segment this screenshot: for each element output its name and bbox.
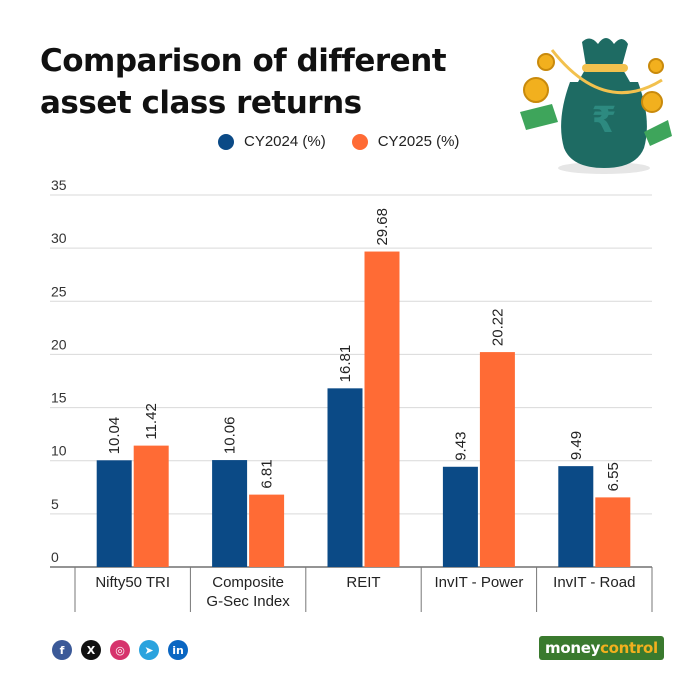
legend-swatch-series-2 — [351, 133, 368, 150]
x-tick-label: G-Sec Index — [206, 593, 290, 610]
x-tick-label: InvIT - Road — [553, 574, 635, 591]
bar-series-1 — [442, 466, 478, 567]
facebook-icon[interactable]: f — [52, 640, 72, 660]
y-tick-label: 35 — [51, 177, 67, 193]
legend-label-series-2: CY2025 (%) — [377, 133, 460, 150]
title-line-1: Comparison of different — [40, 43, 447, 79]
data-label: 9.49 — [568, 431, 585, 460]
data-label: 29.68 — [374, 208, 391, 246]
y-tick-label: 15 — [51, 390, 67, 406]
data-label: 6.55 — [605, 462, 622, 491]
linkedin-icon[interactable]: in — [168, 640, 188, 660]
data-label: 9.43 — [452, 432, 469, 461]
bar-series-1 — [558, 466, 594, 567]
svg-text:₹: ₹ — [591, 100, 616, 141]
bar-series-2 — [133, 445, 169, 567]
y-tick-label: 25 — [51, 283, 67, 299]
bar-series-1 — [327, 388, 363, 567]
x-tick-label: Nifty50 TRI — [95, 574, 170, 591]
bar-series-2 — [364, 251, 400, 567]
x-tick-label: Composite — [212, 574, 284, 591]
legend-item-series-2: CY2025 (%) — [351, 133, 460, 150]
brand-part-2: control — [600, 639, 658, 657]
y-tick-label: 5 — [51, 496, 59, 512]
data-label: 20.22 — [489, 309, 506, 347]
y-tick-label: 0 — [51, 549, 59, 565]
bar-series-2 — [479, 352, 515, 567]
y-tick-label: 10 — [51, 443, 67, 459]
social-icons: f X ◎ ➤ in — [52, 640, 188, 660]
bar-series-2 — [595, 497, 631, 567]
chart-title: Comparison of different asset class retu… — [40, 40, 447, 124]
x-tick-label: InvIT - Power — [434, 574, 523, 591]
data-label: 10.06 — [222, 417, 239, 455]
instagram-icon[interactable]: ◎ — [110, 640, 130, 660]
data-label: 10.04 — [106, 417, 123, 455]
brand-part-1: money — [545, 639, 601, 657]
chart-legend: CY2024 (%) CY2025 (%) — [218, 133, 459, 150]
bar-series-1 — [212, 460, 248, 567]
x-tick-label: REIT — [346, 574, 380, 591]
legend-label-series-1: CY2024 (%) — [244, 133, 326, 150]
y-tick-label: 30 — [51, 230, 67, 246]
legend-swatch-series-1 — [218, 133, 234, 150]
data-label: 16.81 — [337, 345, 354, 383]
data-label: 6.81 — [259, 459, 276, 488]
title-line-2: asset class returns — [40, 85, 362, 121]
legend-item-series-1: CY2024 (%) — [218, 133, 326, 150]
x-icon[interactable]: X — [81, 640, 101, 660]
money-bag-icon: ₹ — [520, 38, 672, 174]
y-tick-label: 20 — [51, 336, 67, 352]
brand-logo: moneycontrol — [539, 636, 664, 660]
bar-series-2 — [249, 494, 285, 567]
telegram-icon[interactable]: ➤ — [139, 640, 159, 660]
bar-series-1 — [96, 460, 132, 567]
data-label: 11.42 — [143, 403, 160, 439]
